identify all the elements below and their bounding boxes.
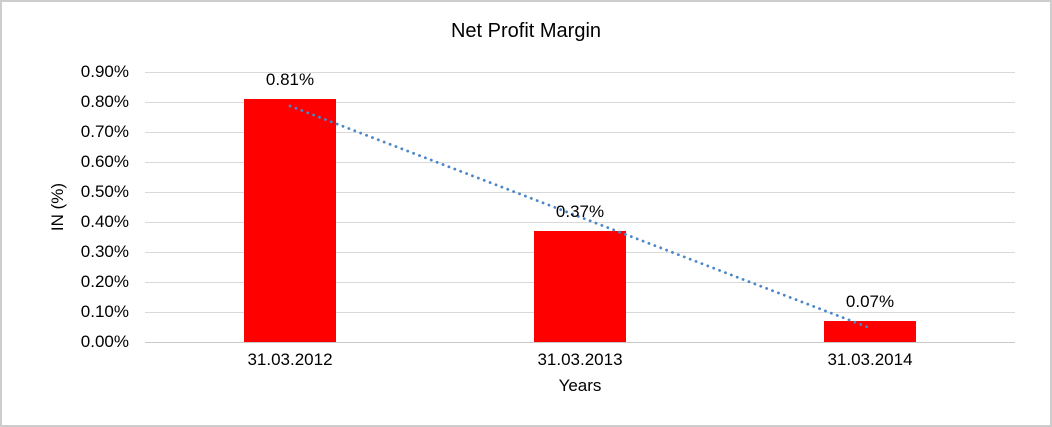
y-tick-label: 0.10% [80,302,129,321]
gridline [145,221,1015,223]
x-tick-label: 31.03.2013 [537,350,623,369]
x-tick-label: 31.03.2014 [827,350,913,369]
bar [244,99,336,342]
y-tick-label: 0.40% [80,212,129,231]
gridline [145,101,1015,103]
bar [534,231,626,342]
gridline [145,131,1015,133]
y-tick-label: 0.00% [80,332,129,351]
gridline [145,161,1015,163]
x-axis-title: Years [558,376,602,395]
bar [824,321,916,342]
plot-area [145,71,1015,343]
chart-title: Net Profit Margin [450,20,602,42]
y-tick-label: 0.30% [80,242,129,261]
y-tick-label: 0.90% [80,62,129,81]
bar-value-label: 0.81% [265,70,315,89]
trendline-path [288,104,872,330]
x-tick-label: 31.03.2012 [247,350,333,369]
bar-value-label: 0.37% [555,202,605,221]
y-tick-label: 0.50% [80,182,129,201]
y-tick-label: 0.20% [80,272,129,291]
y-tick-label: 0.80% [80,92,129,111]
gridline [145,71,1015,73]
gridline [145,341,1015,343]
bar-value-label: 0.07% [845,292,895,311]
y-tick-label: 0.70% [80,122,129,141]
gridline [145,191,1015,193]
trendline [288,104,872,330]
y-tick-label: 0.60% [80,152,129,171]
